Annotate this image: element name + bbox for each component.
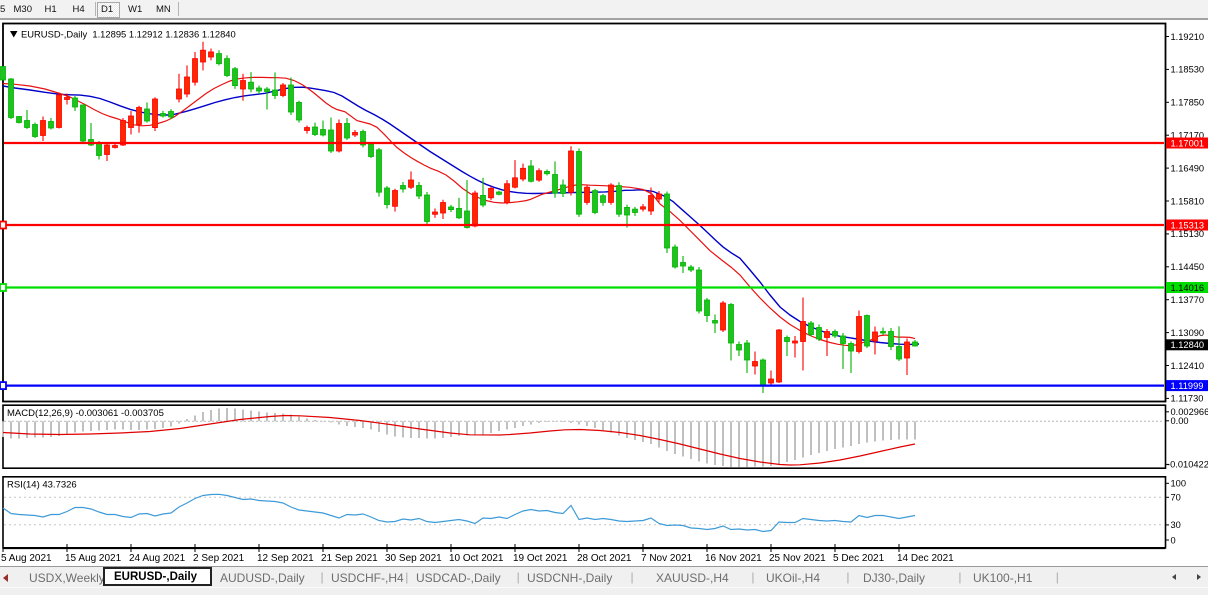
svg-text:1.17850: 1.17850 (1171, 98, 1205, 108)
svg-text:30: 30 (1171, 520, 1181, 530)
svg-text:1.15130: 1.15130 (1171, 229, 1205, 239)
svg-text:1.11999: 1.11999 (1171, 381, 1204, 391)
svg-text:14 Dec 2021: 14 Dec 2021 (897, 553, 954, 564)
svg-text:30 Sep 2021: 30 Sep 2021 (385, 553, 442, 564)
svg-text:10 Oct 2021: 10 Oct 2021 (449, 553, 504, 564)
svg-text:1.13770: 1.13770 (1171, 295, 1205, 305)
svg-text:7 Nov 2021: 7 Nov 2021 (641, 553, 693, 564)
svg-text:1.12840: 1.12840 (1171, 340, 1205, 350)
svg-text:16 Nov 2021: 16 Nov 2021 (705, 553, 762, 564)
svg-text:0: 0 (1171, 535, 1176, 545)
svg-text:1.12410: 1.12410 (1171, 361, 1205, 371)
svg-text:1.15313: 1.15313 (1171, 220, 1205, 230)
svg-text:28 Oct 2021: 28 Oct 2021 (577, 553, 632, 564)
svg-text:1.13090: 1.13090 (1171, 328, 1205, 338)
svg-text:1.17001: 1.17001 (1171, 138, 1205, 148)
svg-text:15 Aug 2021: 15 Aug 2021 (65, 553, 122, 564)
svg-text:25 Nov 2021: 25 Nov 2021 (769, 553, 826, 564)
svg-text:5 Aug 2021: 5 Aug 2021 (1, 553, 52, 564)
svg-text:1.11730: 1.11730 (1171, 394, 1204, 404)
svg-text:-0.010422: -0.010422 (1167, 460, 1208, 470)
svg-text:1.18530: 1.18530 (1171, 65, 1205, 75)
svg-text:1.15810: 1.15810 (1171, 196, 1205, 206)
svg-text:MACD(12,26,9) -0.003061 -0.003: MACD(12,26,9) -0.003061 -0.003705 (7, 408, 164, 419)
svg-text:1.14450: 1.14450 (1171, 262, 1205, 272)
svg-text:1.14016: 1.14016 (1171, 283, 1205, 293)
svg-text:EURUSD-,Daily 1.12895 1.12912: EURUSD-,Daily 1.12895 1.12912 1.12836 1.… (21, 29, 236, 40)
svg-text:0.00: 0.00 (1171, 416, 1189, 426)
svg-text:24 Aug 2021: 24 Aug 2021 (129, 553, 186, 564)
svg-text:21 Sep 2021: 21 Sep 2021 (321, 553, 378, 564)
svg-text:1.16490: 1.16490 (1171, 163, 1205, 173)
svg-text:2 Sep 2021: 2 Sep 2021 (193, 553, 245, 564)
svg-text:70: 70 (1171, 493, 1181, 503)
svg-text:1.19210: 1.19210 (1171, 32, 1205, 42)
svg-text:100: 100 (1171, 479, 1187, 489)
svg-text:19 Oct 2021: 19 Oct 2021 (513, 553, 568, 564)
svg-text:12 Sep 2021: 12 Sep 2021 (257, 553, 314, 564)
svg-text:RSI(14) 43.7326: RSI(14) 43.7326 (7, 480, 77, 491)
svg-text:5 Dec 2021: 5 Dec 2021 (833, 553, 885, 564)
